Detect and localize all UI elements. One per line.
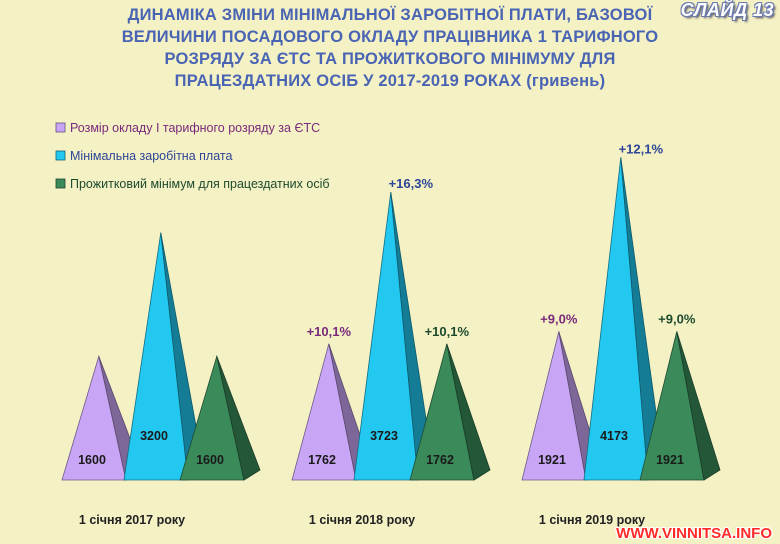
- change-label: +16,3%: [389, 176, 434, 191]
- value-label: 1921: [656, 453, 684, 467]
- change-label: +9,0%: [658, 312, 696, 327]
- value-label: 3200: [140, 429, 168, 443]
- site-watermark: WWW.VINNITSA.INFO: [616, 525, 772, 542]
- change-labels: +10,1% +16,3% +10,1% +9,0% +12,1% +9,0%: [307, 141, 696, 338]
- category-axis: 1 січня 2017 року 1 січня 2018 року 1 січн…: [79, 513, 645, 527]
- pyramid-side-face: [446, 343, 491, 481]
- value-labels: 1600 3200 1600 1762 3723 1762 1921 4173 1921: [78, 429, 684, 467]
- change-label: +12,1%: [619, 141, 664, 156]
- category-label: 1 січня 2017 року: [79, 513, 185, 527]
- legend-swatch: [55, 122, 66, 133]
- legend-entry: Розмір окладу І тарифного розряду за ЄТС: [70, 121, 320, 135]
- chart-marks: [61, 157, 721, 481]
- value-label: 1600: [196, 453, 224, 467]
- pyramid-side-face: [216, 356, 261, 481]
- value-label: 1600: [78, 453, 106, 467]
- legend-entry: Прожитковий мінімум для працездатних осі…: [70, 177, 330, 191]
- category-label: 1 січня 2019 року: [539, 513, 645, 527]
- change-label: +10,1%: [307, 324, 352, 339]
- pyramid-side-face: [676, 331, 721, 481]
- value-label: 3723: [370, 429, 398, 443]
- chart-title: ДИНАМІКА ЗМІНИ МІНІМАЛЬНОЇ ЗАРОБІТНОЇ ПЛ…: [121, 6, 659, 90]
- legend-swatch: [55, 178, 66, 189]
- change-label: +10,1%: [425, 324, 470, 339]
- slide-number: СЛАЙД 13: [680, 0, 774, 20]
- value-label: 1762: [426, 453, 454, 467]
- value-label: 1762: [308, 453, 336, 467]
- chart-legend: Розмір окладу І тарифного розряду за ЄТС…: [55, 121, 330, 191]
- legend-swatch: [55, 150, 66, 161]
- legend-entry: Мінімальна заробітна плата: [70, 149, 232, 163]
- value-label: 4173: [600, 429, 628, 443]
- change-label: +9,0%: [540, 312, 578, 327]
- value-label: 1921: [538, 453, 566, 467]
- category-label: 1 січня 2018 року: [309, 513, 415, 527]
